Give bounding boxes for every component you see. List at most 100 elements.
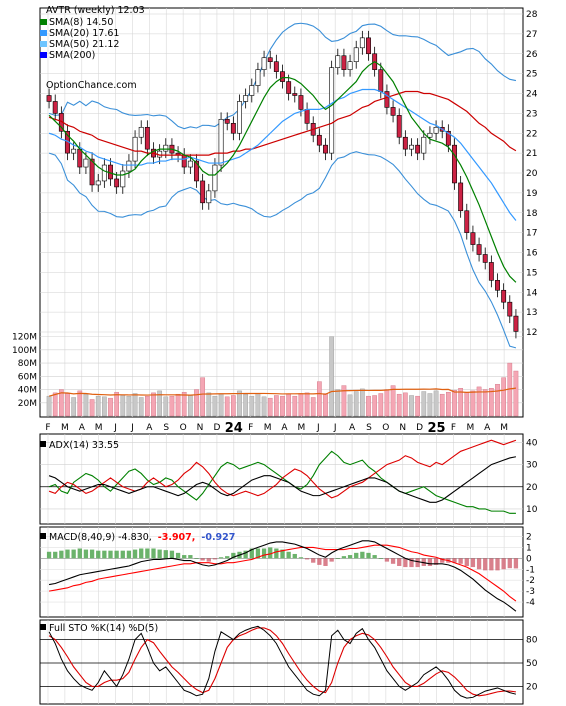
macd-tick-label: -4 — [526, 598, 535, 608]
volume-bar — [464, 391, 470, 417]
x-tick-label: M — [264, 423, 272, 433]
macd-histogram-bar — [513, 558, 519, 569]
candle-body — [323, 144, 328, 154]
candle-body — [194, 160, 199, 182]
x-tick-label: A — [484, 423, 491, 433]
x-tick-label: A — [146, 423, 153, 433]
volume-bar — [200, 377, 205, 417]
macd-marks — [46, 540, 519, 612]
volume-bar — [335, 389, 341, 417]
x-tick-label: M — [298, 423, 306, 433]
volume-bar — [237, 390, 242, 417]
volume-bar — [83, 393, 89, 417]
macd-histogram-bar — [126, 550, 132, 559]
macd-histogram-bar — [470, 558, 476, 568]
volume-bar — [470, 390, 476, 417]
volume-bar — [501, 377, 506, 417]
candle-body — [95, 180, 101, 186]
x-axis: F M A M J J A S O N D 24 F M A M J J A S O N D 25 F M A M — [45, 421, 508, 436]
macd-histogram-bar — [71, 549, 76, 559]
volume-bar — [390, 385, 396, 417]
sto-marks — [48, 625, 517, 699]
volume-bar — [403, 392, 408, 417]
macd-histogram-bar — [415, 558, 420, 568]
x-tick-label: F — [45, 423, 50, 433]
volume-bar — [132, 393, 138, 417]
volume-bar — [77, 390, 83, 417]
candle-body — [273, 61, 279, 72]
candle-body — [286, 81, 292, 94]
candle-body — [390, 107, 396, 116]
price-tick-label: 22 — [526, 129, 537, 139]
volume-bar — [310, 397, 316, 417]
volume-bar — [231, 395, 236, 417]
watermark: OptionChance.com — [46, 80, 137, 91]
candle-body — [415, 144, 421, 154]
candle-body — [237, 101, 242, 134]
x-tick-label: S — [163, 423, 169, 433]
volume-bar — [157, 390, 162, 417]
volume-bar — [446, 391, 451, 417]
volume-bar — [224, 396, 230, 417]
macd-histogram-bar — [354, 552, 359, 559]
candle-body — [243, 95, 249, 102]
sto-tick-label: 50 — [526, 659, 538, 669]
candle-body — [507, 301, 513, 317]
adx-title: ADX(14) 33.55 — [49, 440, 119, 451]
volume-bar — [206, 392, 212, 417]
x-tick-label: N — [197, 423, 204, 433]
macd-histogram-bar — [218, 557, 224, 559]
macd-histogram-bar — [243, 550, 248, 559]
macd-histogram-bar — [212, 558, 218, 560]
candle-body — [261, 57, 267, 70]
candle-body — [101, 164, 107, 182]
volume-bar — [427, 393, 433, 417]
candle-body — [482, 254, 488, 263]
price-tick-label: 16 — [526, 249, 538, 259]
x-tick-label: J — [316, 423, 320, 433]
macd-histogram-bar — [96, 550, 101, 559]
volume-bar — [378, 393, 384, 417]
macd-histogram-bar — [114, 550, 119, 559]
x-tick-label: M — [61, 423, 69, 433]
candle-body — [138, 126, 144, 138]
volume-bar — [317, 381, 322, 417]
macd-panel: 210-1-2-3-4 MACD(8,40,9) -4.830, -3.907, -… — [39, 526, 535, 618]
volume-bar — [415, 395, 420, 417]
price-tick-label: 14 — [526, 288, 538, 298]
candle-body — [316, 134, 322, 146]
x-tick-label: O — [382, 423, 389, 433]
volume-bar — [323, 393, 328, 417]
volume-bar — [489, 388, 494, 417]
candle-body — [501, 289, 507, 303]
price-tick-label: 17 — [526, 229, 537, 239]
volume-bar — [409, 395, 414, 417]
macd-histogram-bar — [53, 551, 58, 559]
sto-panel: 80 50 20 Full STO %K(14) %D(5) — [39, 619, 538, 705]
candle-body — [46, 95, 52, 102]
macd-histogram-value: -0.927 — [201, 532, 235, 543]
macd-value: MACD(8,40,9) -4.830, — [49, 532, 152, 543]
macd-histogram-bar — [46, 551, 52, 559]
sto-title: Full STO %K(14) %D(5) — [49, 623, 158, 634]
candle-body — [280, 71, 285, 82]
macd-histogram-bar — [384, 558, 390, 562]
macd-histogram-bar — [495, 558, 500, 571]
candle-body — [200, 180, 206, 204]
macd-histogram-bar — [157, 549, 162, 559]
macd-histogram-bar — [360, 551, 365, 559]
volume-bar — [243, 393, 248, 417]
candle-body — [409, 144, 414, 150]
volume-tick-label: 40M — [18, 386, 37, 396]
volume-bar — [59, 389, 64, 417]
macd-histogram-bar — [378, 558, 383, 559]
x-tick-label: D — [416, 423, 423, 433]
volume-bar — [120, 395, 126, 417]
macd-histogram-bar — [108, 550, 113, 559]
candle-body — [163, 144, 169, 152]
candle-body — [427, 132, 433, 138]
macd-tick-label: 0 — [526, 554, 532, 564]
legend-label: SMA(8) 14.50 — [49, 17, 113, 28]
sto-legend-swatch — [40, 624, 46, 630]
macd-histogram-bar — [341, 556, 347, 559]
